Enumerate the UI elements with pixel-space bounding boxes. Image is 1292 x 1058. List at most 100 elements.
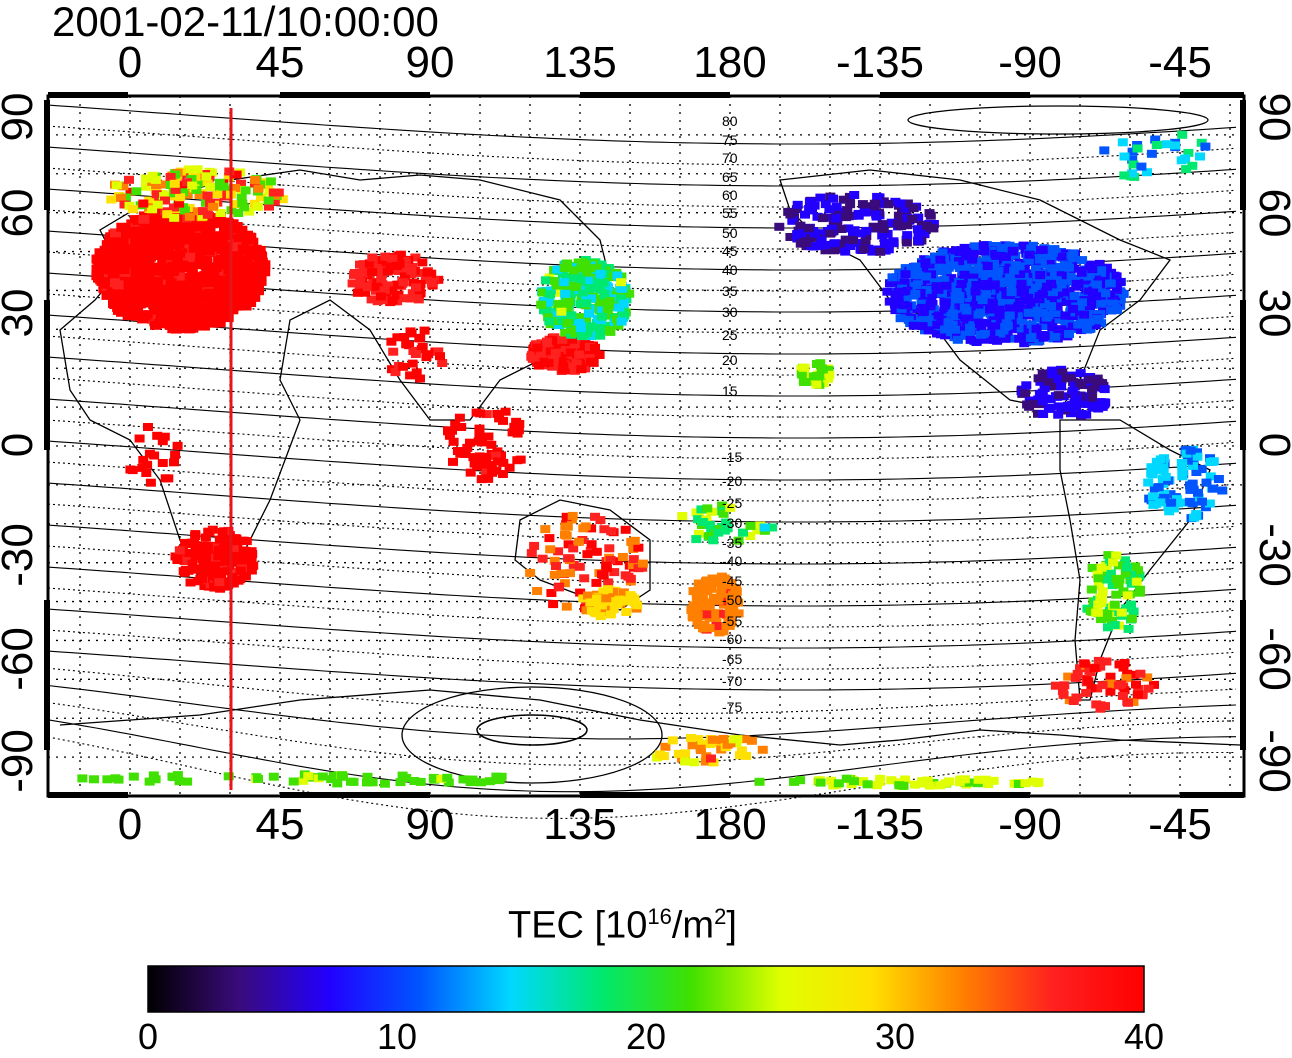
tec-point-tasmania	[614, 595, 625, 604]
tec-point-europe	[166, 310, 178, 320]
tec-point-north-america	[1071, 279, 1082, 288]
tec-point-antarctica	[172, 771, 183, 780]
contour-label: 25	[722, 327, 738, 343]
tec-point-africa-south	[222, 567, 233, 576]
tec-point-middle-east	[365, 259, 375, 268]
tec-point-canada	[870, 224, 881, 233]
tec-point-antarctica-3	[707, 735, 718, 744]
tec-point-antarctica-3	[728, 735, 739, 744]
tec-point-north-america	[1049, 269, 1060, 278]
tec-point-south-america-s	[1131, 577, 1142, 586]
tec-point-australia	[563, 540, 574, 549]
tec-point-indonesia	[468, 453, 479, 462]
tec-point-africa-south	[197, 554, 208, 563]
tec-point-europe	[100, 253, 112, 263]
x-tick-top: 90	[405, 38, 455, 87]
tec-point-europe	[214, 310, 226, 320]
tec-point-east-asia-north	[536, 300, 547, 309]
tec-point-europe	[131, 311, 143, 321]
tec-point-canada	[906, 214, 917, 223]
tec-point-antarctica-2	[1020, 779, 1031, 788]
tec-point-canada	[848, 236, 859, 245]
tec-point-canada	[820, 200, 831, 209]
tec-point-europe	[208, 271, 220, 281]
tec-point-africa-south	[186, 540, 197, 549]
tec-point-europe	[176, 317, 187, 327]
tec-point-africa-south	[230, 534, 241, 543]
tec-point-east-asia-north	[562, 304, 573, 313]
tec-point-pacific-islands	[733, 536, 744, 545]
tec-point-north-america	[995, 329, 1006, 338]
tec-point-east-asia-north	[552, 288, 563, 297]
tec-point-antarctica-3	[654, 750, 665, 759]
tec-point-europe	[237, 266, 249, 276]
tec-point-canada	[840, 235, 851, 244]
tec-point-antarctica-3	[680, 749, 691, 758]
tec-point-europe	[147, 246, 159, 256]
tec-point-europe	[126, 301, 138, 311]
tec-point-east-asia-north	[575, 313, 586, 322]
tec-point-australia	[586, 540, 597, 549]
tec-point-south-america-s	[1094, 581, 1104, 590]
tec-point-canada	[922, 221, 932, 230]
tec-point-patagonia	[1129, 670, 1140, 679]
tec-point-north-america	[965, 313, 976, 322]
tec-point-antarctica-3	[693, 735, 704, 744]
y-tick-right: -30	[1250, 523, 1292, 587]
tec-point-arctic	[1128, 160, 1139, 169]
tec-point-antarctica-2	[886, 776, 897, 785]
tec-point-europe	[188, 243, 200, 253]
tec-point-north-america	[926, 293, 937, 302]
tec-point-india	[405, 371, 416, 380]
tec-point-north-america	[1105, 297, 1116, 306]
tec-point-africa	[157, 459, 168, 467]
tec-point-east-asia-north	[559, 278, 569, 287]
tec-point-canada	[853, 211, 864, 220]
tec-point-south-america	[1177, 459, 1188, 467]
contour-label: 65	[722, 169, 738, 185]
edge-bar	[1240, 300, 1246, 450]
colorbar-tick: 0	[137, 1016, 159, 1057]
tec-point-indonesia	[462, 443, 473, 452]
tec-point-australia	[625, 574, 636, 583]
contour-label: -45	[722, 573, 742, 589]
tec-point-hawaii	[817, 365, 828, 374]
tec-point-europe-north	[197, 212, 208, 221]
tec-point-north-america	[1041, 295, 1052, 304]
tec-point-east-asia-south	[569, 365, 580, 374]
tec-point-central-america	[1067, 401, 1078, 410]
tec-point-middle-east	[379, 286, 390, 295]
tec-point-europe-north	[160, 196, 170, 205]
tec-point-south-america	[1197, 497, 1207, 506]
contour-label: -55	[722, 613, 742, 629]
tec-point-africa-south	[228, 579, 239, 588]
tec-point-east-asia-north	[619, 311, 630, 320]
tec-point-south-america-s	[1107, 616, 1117, 625]
tec-point-indonesia	[465, 468, 476, 477]
tec-point-indonesia	[456, 423, 467, 431]
tec-point-europe	[188, 311, 200, 321]
tec-point-europe	[130, 284, 141, 293]
tec-point-europe	[149, 305, 161, 315]
contour-label: 15	[722, 383, 738, 399]
tec-point-middle-east	[387, 286, 398, 295]
tec-point-east-asia-north	[566, 311, 577, 320]
tec-point-canada	[809, 201, 820, 210]
tec-point-south-america	[1160, 472, 1171, 481]
tec-point-australia	[578, 524, 589, 533]
tec-point-east-asia-south	[533, 361, 544, 370]
tec-point-europe	[190, 238, 201, 248]
tec-point-north-america	[887, 273, 898, 282]
tec-point-tasmania	[599, 605, 610, 614]
tec-point-east-asia-north	[618, 299, 629, 308]
tec-point-south-america	[1193, 493, 1204, 502]
tec-point-east-asia-south	[594, 351, 605, 359]
tec-point-antarctica-2	[841, 774, 852, 783]
tec-point-europe	[148, 290, 159, 300]
tec-point-europe-north	[169, 203, 179, 212]
tec-point-north-america	[926, 315, 937, 324]
contour-line	[47, 608, 1237, 649]
tec-point-antarctica-3	[700, 757, 711, 766]
tec-point-north-america	[994, 310, 1005, 319]
